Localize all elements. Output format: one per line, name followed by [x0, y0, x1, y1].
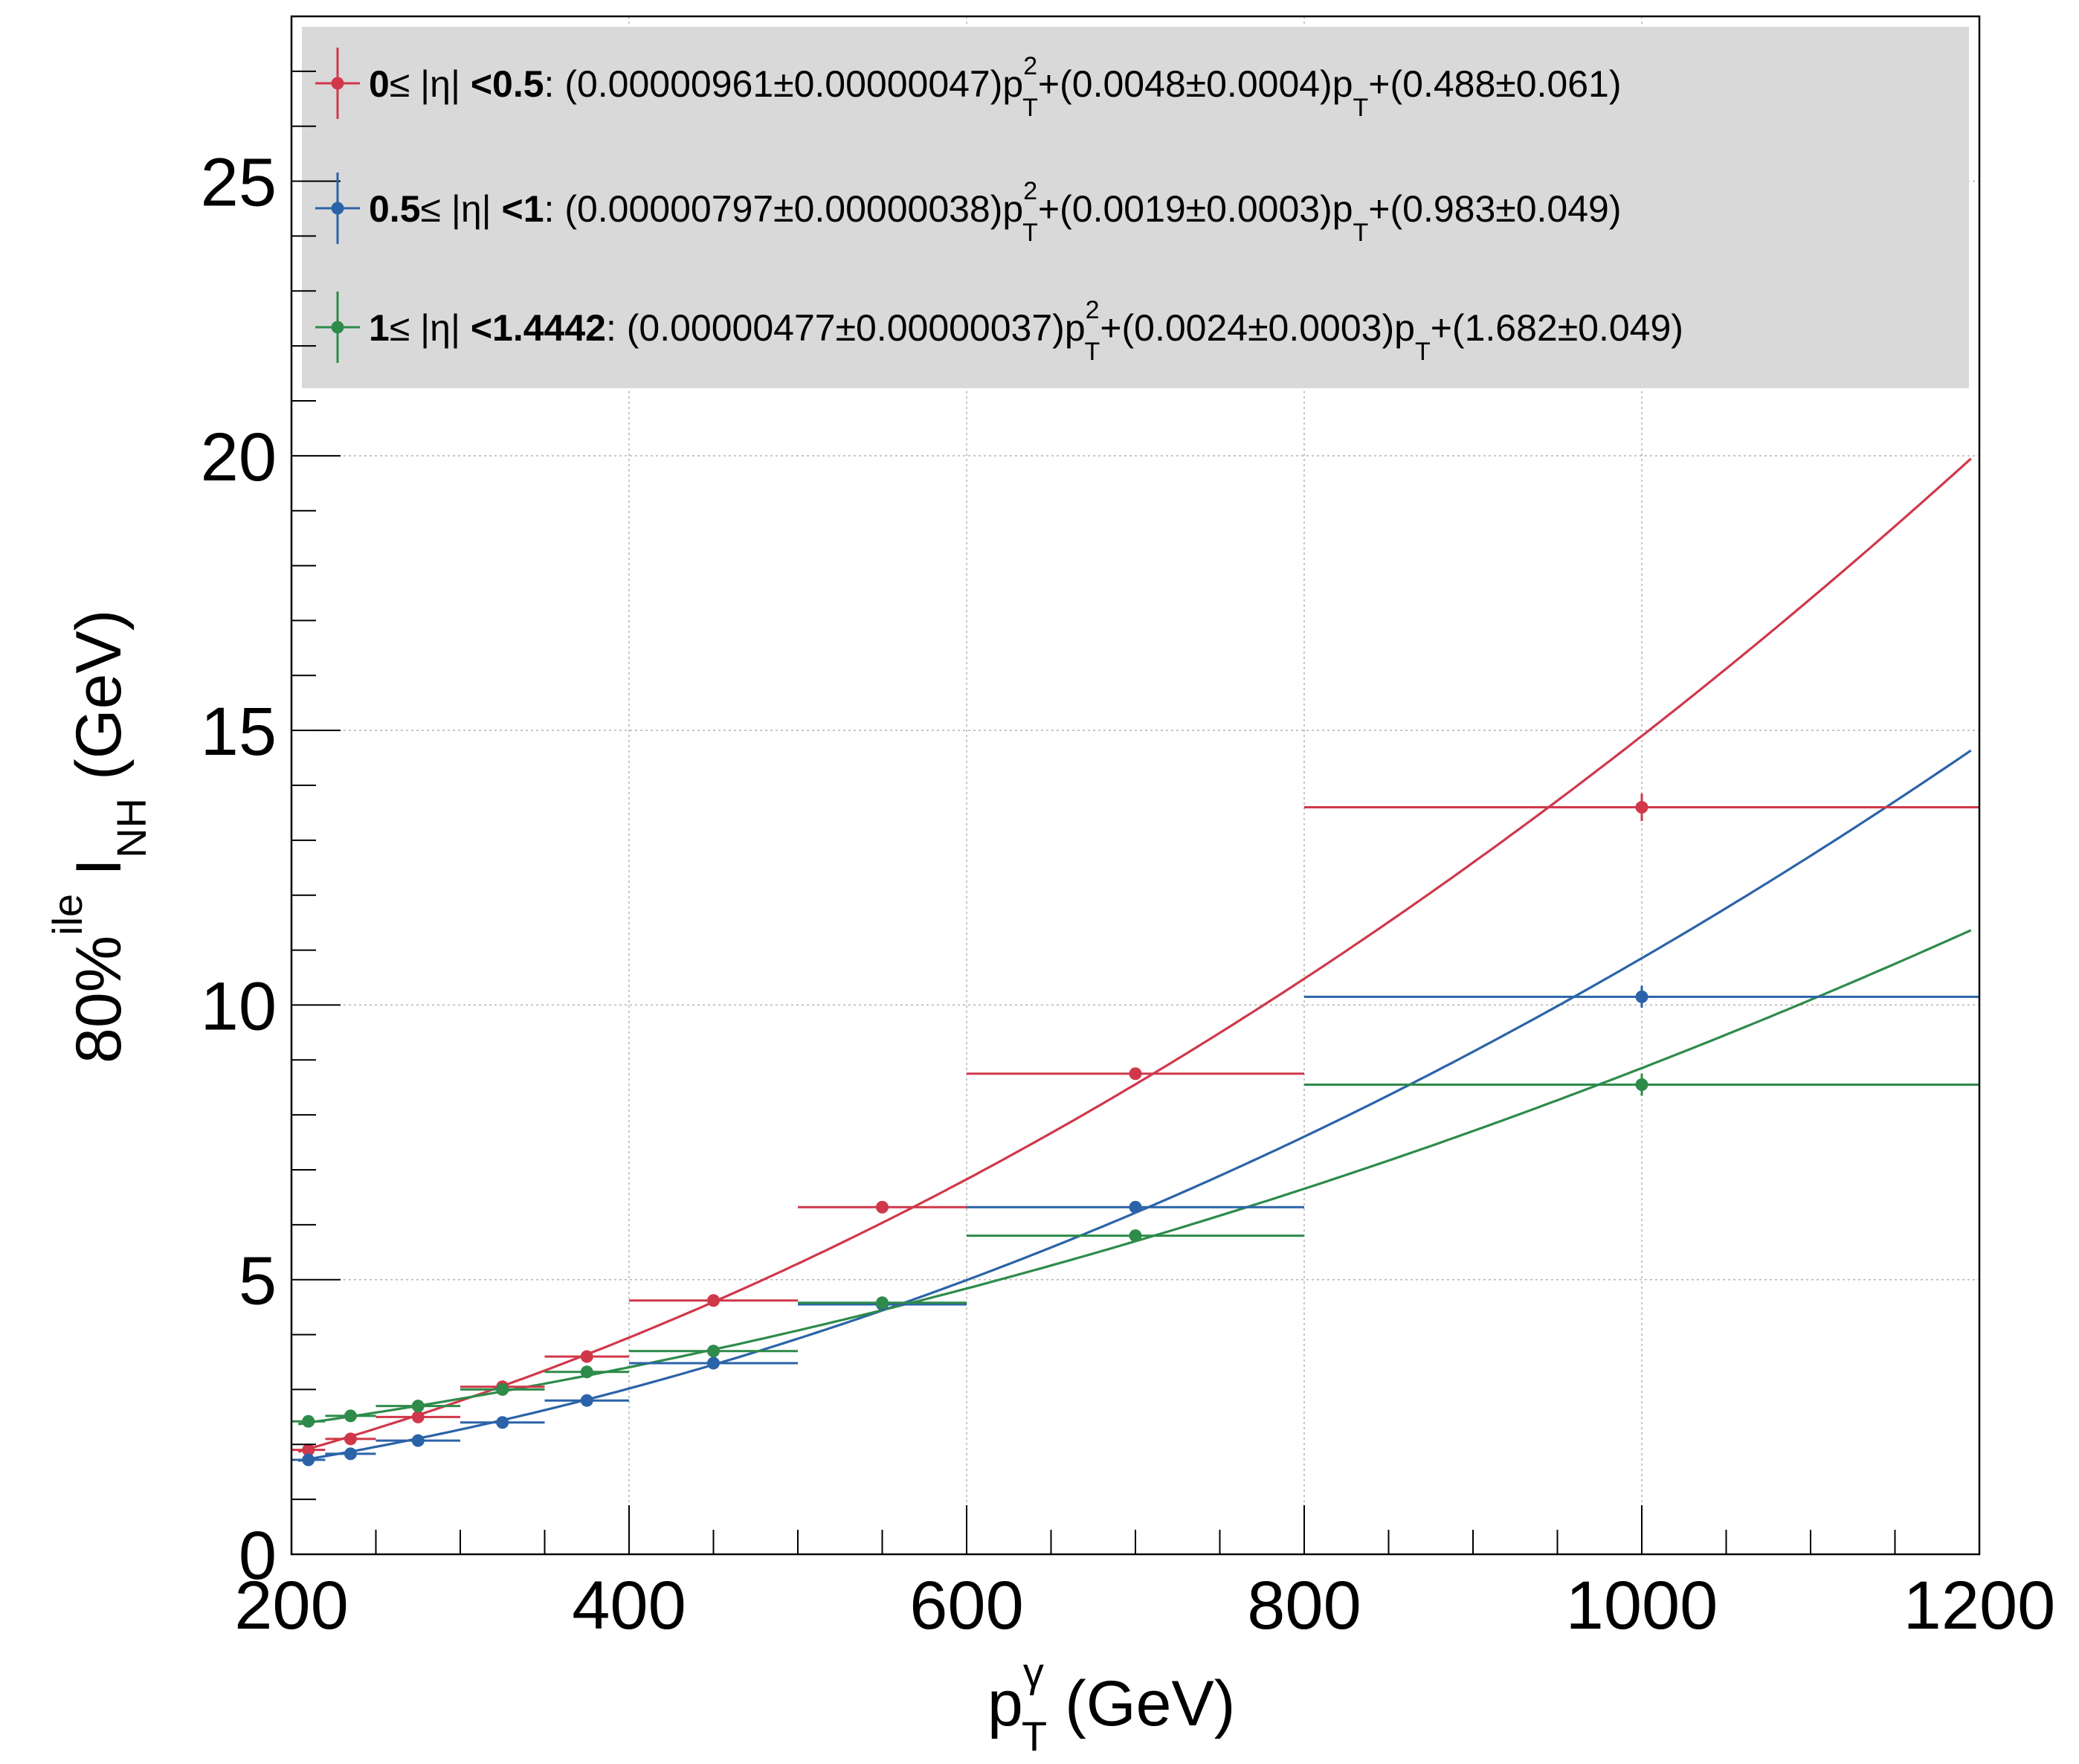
- legend-marker-dot: [331, 321, 344, 334]
- legend-range-high: <0.5: [471, 63, 544, 105]
- legend-linear-term: +(0.0024±0.0003)p: [1100, 307, 1415, 349]
- legend-constant-term: +(1.682±0.049): [1431, 307, 1683, 349]
- data-point: [496, 1382, 509, 1396]
- legend-subscript: T: [1353, 94, 1369, 122]
- y-axis-title-unit: (GeV): [63, 610, 135, 780]
- data-point: [344, 1447, 357, 1461]
- data-point: [411, 1434, 425, 1447]
- x-tick-label: 1200: [1904, 1568, 2056, 1644]
- data-point: [707, 1356, 720, 1370]
- y-tick-label: 25: [201, 145, 277, 221]
- x-axis-title-sub: T: [1022, 1713, 1047, 1760]
- legend-entry-1: 0≤ |η| <0.5: (0.00000961±0.00000047)p2 T+…: [369, 52, 1621, 122]
- legend-quadratic-term: : (0.00000961±0.00000047)p: [544, 63, 1024, 105]
- x-tick-label: 200: [234, 1568, 349, 1644]
- legend: 0≤ |η| <0.5: (0.00000961±0.00000047)p2 T+…: [315, 48, 1683, 366]
- y-tick-label: 0: [239, 1518, 277, 1594]
- legend-linear-term: +(0.0019±0.0003)p: [1038, 188, 1353, 230]
- x-axis-title-base: p: [987, 1668, 1023, 1739]
- data-point: [580, 1394, 593, 1407]
- data-point: [1635, 1078, 1648, 1092]
- data-point: [496, 1416, 509, 1429]
- legend-superscript: 2: [1023, 52, 1037, 80]
- legend-range-low: 0: [369, 63, 390, 105]
- legend-constant-term: +(0.983±0.049): [1368, 188, 1621, 230]
- legend-range-symbol: ≤ |η|: [390, 307, 471, 349]
- fit-curve-1: [297, 457, 1972, 1453]
- x-tick-label: 600: [909, 1568, 1024, 1644]
- y-tick-label: 15: [201, 694, 277, 770]
- data-point: [1129, 1229, 1142, 1243]
- legend-linear-term: +(0.0048±0.0004)p: [1038, 63, 1353, 105]
- x-tick-label: 400: [572, 1568, 686, 1644]
- y-axis-title-pre: 80%: [63, 936, 135, 1063]
- legend-subscript: T: [1022, 219, 1038, 247]
- data-point: [876, 1296, 889, 1310]
- legend-range-symbol: ≤ |η|: [390, 63, 471, 105]
- legend-entry-3: 1≤ |η| <1.4442: (0.00000477±0.00000037)p…: [369, 296, 1683, 366]
- legend-range-high: <1: [502, 188, 544, 230]
- x-axis-title: pγ T (GeV): [987, 1649, 1235, 1760]
- axes: [290, 15, 1981, 1556]
- legend-superscript: 2: [1023, 177, 1037, 205]
- legend-range-symbol: ≤ |η|: [421, 188, 502, 230]
- y-tick-label: 5: [239, 1243, 277, 1319]
- y-tick-label: 20: [201, 419, 277, 495]
- legend-subscript: T: [1415, 338, 1431, 366]
- data-point: [411, 1410, 425, 1423]
- data-point: [580, 1350, 593, 1363]
- data-point: [1635, 990, 1648, 1003]
- x-tick-label: 800: [1247, 1568, 1361, 1644]
- legend-marker-dot: [331, 77, 344, 90]
- data-point: [707, 1345, 720, 1358]
- data-point: [1129, 1067, 1142, 1081]
- data-point: [302, 1443, 315, 1457]
- data-point: [876, 1200, 889, 1214]
- data-point: [302, 1453, 315, 1467]
- data-point: [302, 1414, 315, 1428]
- legend-superscript: 2: [1086, 296, 1100, 324]
- data-point: [344, 1432, 357, 1446]
- legend-box: [302, 27, 1969, 388]
- legend-subscript: T: [1085, 338, 1100, 366]
- legend-constant-term: +(0.488±0.061): [1368, 63, 1621, 105]
- legend-subscript: T: [1022, 94, 1038, 122]
- legend-background: [302, 27, 1969, 388]
- data-point: [707, 1294, 720, 1307]
- x-tick-label: 1000: [1566, 1568, 1718, 1644]
- y-axis-title-sup: ile: [44, 894, 91, 936]
- legend-quadratic-term: : (0.00000477±0.00000037)p: [606, 307, 1086, 349]
- y-tick-label: 10: [201, 968, 277, 1044]
- data-point: [411, 1400, 425, 1413]
- x-axis-title-sup: γ: [1023, 1649, 1044, 1696]
- legend-subscript: T: [1353, 219, 1369, 247]
- legend-range-low: 0.5: [369, 188, 421, 230]
- legend-range-low: 1: [369, 307, 390, 349]
- y-axis-title: 80%ile INH (GeV): [44, 610, 155, 1063]
- legend-quadratic-term: : (0.00000797±0.00000038)p: [544, 188, 1024, 230]
- legend-marker-dot: [331, 202, 344, 215]
- tick-labels: 200 400 600 800 1000 1200 0 5 10 15 20 25: [201, 145, 2056, 1644]
- y-axis-title-group: 80%ile INH (GeV): [44, 610, 155, 1063]
- data-point: [580, 1365, 593, 1379]
- data-points: [291, 794, 1979, 1467]
- data-point: [1129, 1200, 1142, 1214]
- legend-entry-2: 0.5≤ |η| <1: (0.00000797±0.00000038)p2 T+…: [369, 177, 1621, 247]
- legend-range-high: <1.4442: [471, 307, 606, 349]
- data-point: [344, 1409, 357, 1423]
- x-axis-title-unit: (GeV): [1065, 1668, 1235, 1739]
- data-point: [1635, 801, 1648, 814]
- y-axis-title-base: I: [63, 858, 135, 876]
- y-axis-title-sub: NH: [108, 798, 155, 858]
